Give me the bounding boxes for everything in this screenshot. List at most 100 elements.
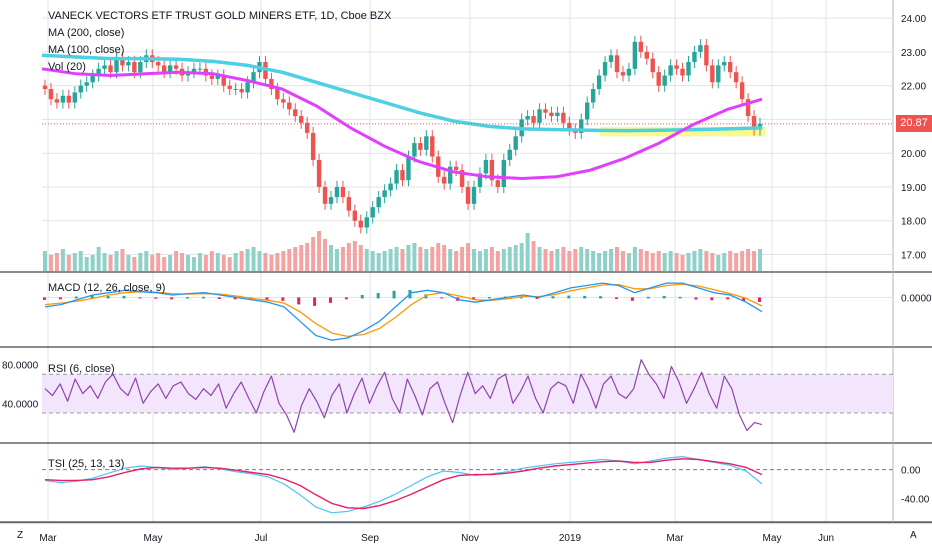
volume-bar xyxy=(442,245,447,271)
macd-histogram-bar xyxy=(710,297,714,301)
candle-body xyxy=(704,45,709,66)
volume-bar xyxy=(358,245,363,271)
volume-bar xyxy=(507,247,512,271)
volume-bar xyxy=(186,255,190,271)
volume-bar xyxy=(561,247,566,271)
volume-bar xyxy=(263,253,268,271)
volume-bar xyxy=(221,255,226,271)
main-legend: VANECK VECTORS ETF TRUST GOLD MINERS ETF… xyxy=(48,8,391,76)
volume-bar xyxy=(66,255,71,271)
candle-body xyxy=(72,92,77,103)
volume-bar xyxy=(108,255,113,271)
candle-body xyxy=(495,180,501,187)
candle-body xyxy=(316,159,322,187)
y-tick-label: 20.00 xyxy=(901,149,926,160)
volume-bar xyxy=(54,253,59,271)
candle-body xyxy=(465,186,471,204)
candle-body xyxy=(233,89,238,91)
macd-histogram-bar xyxy=(440,297,444,299)
volume-bar xyxy=(90,255,95,271)
candle-body xyxy=(126,62,131,66)
volume-bar xyxy=(436,243,441,271)
volume-bar xyxy=(668,251,673,271)
macd-histogram-bar xyxy=(186,297,189,299)
candle-body xyxy=(358,220,363,228)
candle-body xyxy=(287,102,292,110)
volume-bar xyxy=(48,255,53,271)
volume-bar xyxy=(305,243,310,271)
candle-body xyxy=(453,166,459,171)
candle-body xyxy=(340,186,346,198)
rsi-tick-label: 80.0000 xyxy=(2,361,39,372)
x-tick-label: Jun xyxy=(818,533,834,544)
macd-signal-line xyxy=(44,283,763,338)
macd-legend[interactable]: MACD (12, 26, close, 9) xyxy=(48,282,166,294)
candle-body xyxy=(567,122,572,130)
candle-body xyxy=(108,65,113,73)
macd-histogram-bar xyxy=(392,290,396,299)
candle-body xyxy=(197,68,203,70)
candle-body xyxy=(376,197,381,208)
candle-body xyxy=(501,159,506,187)
volume-bar xyxy=(203,255,208,271)
candle-body xyxy=(156,62,161,66)
volume-bar xyxy=(281,251,286,271)
volume-bar xyxy=(406,245,411,271)
candle-body xyxy=(346,197,352,211)
legend-ma200[interactable]: MA (200, close) xyxy=(48,27,125,39)
candle-body xyxy=(424,136,429,150)
candle-body xyxy=(638,41,644,52)
y-tick-label: 23.00 xyxy=(901,48,926,59)
volume-bar xyxy=(698,249,703,271)
auto-scale-button[interactable]: A xyxy=(910,530,917,541)
volume-bar xyxy=(197,253,202,271)
candle-body xyxy=(739,82,745,100)
timezone-button[interactable]: Z xyxy=(17,530,24,541)
volume-bar xyxy=(746,249,751,271)
last-price-tag: 20.87 xyxy=(896,115,932,133)
y-tick-label: 0.00 xyxy=(901,466,921,477)
volume-bar xyxy=(227,257,232,271)
rsi-tick-label: 40.0000 xyxy=(2,399,39,410)
volume-bar xyxy=(752,251,757,271)
legend-ma100[interactable]: MA (100, close) xyxy=(48,44,125,56)
volume-bar xyxy=(317,231,322,271)
candle-body xyxy=(48,89,54,100)
volume-bar xyxy=(662,253,667,271)
legend-vol[interactable]: Vol (20) xyxy=(48,61,86,73)
volume-bar xyxy=(299,245,304,271)
volume-bar xyxy=(120,249,125,271)
volume-bar xyxy=(102,253,107,271)
candle-body xyxy=(650,58,655,73)
candle-body xyxy=(477,173,483,187)
volume-bar xyxy=(239,251,244,271)
tsi-legend[interactable]: TSI (25, 13, 13) xyxy=(48,458,125,470)
candle-body xyxy=(745,99,751,117)
macd-histogram-bar xyxy=(58,297,62,300)
volume-bar xyxy=(758,249,762,271)
ma100-line xyxy=(41,67,763,180)
volume-bar xyxy=(84,257,89,271)
volume-bar xyxy=(472,249,476,271)
candle-body xyxy=(590,89,596,103)
candle-body xyxy=(710,65,715,83)
candle-body xyxy=(364,217,369,228)
x-tick-label: 2019 xyxy=(559,533,582,544)
volume-bar xyxy=(233,253,238,271)
rsi-legend[interactable]: RSI (6, close) xyxy=(48,363,115,375)
candle-body xyxy=(447,166,453,184)
candle-body xyxy=(656,72,661,86)
candle-body xyxy=(722,62,727,66)
candle-body xyxy=(173,65,179,69)
candle-body xyxy=(733,72,739,83)
macd-histogram-bar xyxy=(360,295,364,299)
volume-bar xyxy=(168,255,173,271)
macd-histogram-bar xyxy=(662,295,666,299)
volume-bar xyxy=(132,257,137,271)
volume-bar xyxy=(638,249,643,271)
volume-bar xyxy=(466,243,471,271)
y-tick-label: 22.00 xyxy=(901,82,926,93)
volume-bar xyxy=(257,251,262,271)
candle-body xyxy=(406,156,411,181)
